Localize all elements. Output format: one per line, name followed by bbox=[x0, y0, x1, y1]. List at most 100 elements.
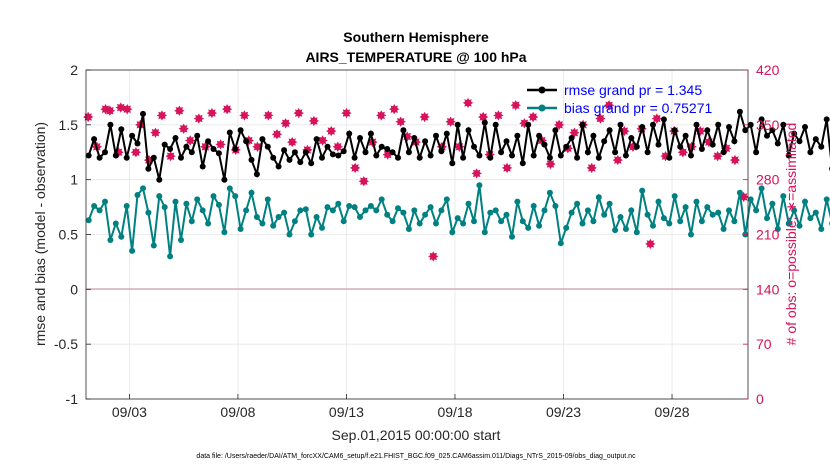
rmse-point bbox=[226, 129, 233, 136]
rmse-point bbox=[601, 138, 608, 145]
bias-point bbox=[557, 240, 564, 247]
rmse-point bbox=[644, 149, 651, 156]
rmse-point bbox=[91, 136, 98, 143]
obs-assimilated-marker bbox=[341, 107, 352, 119]
x-tick-label: 09/08 bbox=[220, 404, 255, 420]
obs-assimilated-point bbox=[130, 147, 142, 158]
obs-assimilated-point bbox=[389, 103, 400, 115]
rmse-point bbox=[753, 149, 760, 156]
obs-assimilated-marker bbox=[462, 97, 474, 109]
bias-point bbox=[351, 204, 358, 211]
obs-assimilated-point bbox=[286, 136, 298, 148]
obs-assimilated-marker bbox=[478, 111, 489, 123]
obs-assimilated-point bbox=[341, 107, 352, 119]
rmse-point bbox=[107, 121, 114, 128]
rmse-point bbox=[742, 127, 749, 134]
rmse-point bbox=[557, 152, 564, 159]
y-left-tick-label: 1 bbox=[70, 172, 78, 188]
bias-point bbox=[519, 218, 526, 225]
rmse-point bbox=[704, 127, 711, 134]
obs-assimilated-marker bbox=[286, 136, 298, 148]
obs-assimilated-marker bbox=[104, 105, 116, 116]
rmse-point bbox=[736, 108, 743, 115]
bias-point bbox=[395, 205, 401, 212]
rmse-point bbox=[118, 126, 125, 133]
obs-assimilated-marker bbox=[122, 103, 133, 115]
rmse-point bbox=[324, 143, 331, 150]
obs-assimilated-point bbox=[263, 110, 274, 121]
obs-assimilated-point bbox=[445, 116, 456, 127]
bias-point bbox=[509, 233, 515, 240]
bias-point bbox=[172, 198, 179, 205]
rmse-point bbox=[259, 136, 266, 143]
bias-point bbox=[232, 193, 239, 200]
rmse-point bbox=[270, 154, 277, 161]
y-right-tick-label: 0 bbox=[756, 391, 764, 407]
obs-assimilated-marker bbox=[712, 150, 723, 162]
bias-point bbox=[606, 200, 613, 207]
obs-assimilated-point bbox=[104, 105, 116, 116]
rmse-point bbox=[688, 152, 694, 159]
bias-point bbox=[313, 214, 320, 220]
obs-assimilated-marker bbox=[586, 162, 597, 174]
rmse-point bbox=[498, 149, 505, 156]
y-axis-left-label: rmse and bias (model - observation) bbox=[32, 122, 48, 346]
y-right-tick-label: 350 bbox=[756, 117, 780, 133]
obs-assimilated-point bbox=[612, 154, 623, 166]
bias-point bbox=[357, 214, 363, 220]
rmse-point bbox=[134, 140, 141, 147]
legend-bias-label: bias grand pr = 0.75271 bbox=[564, 100, 712, 116]
bias-point bbox=[378, 196, 385, 203]
obs-assimilated-point bbox=[595, 113, 606, 124]
obs-assimilated-marker bbox=[419, 111, 430, 123]
bias-point bbox=[118, 233, 125, 240]
obs-assimilated-point bbox=[375, 110, 387, 121]
legend-bias-marker bbox=[538, 104, 546, 112]
bias-point bbox=[373, 207, 380, 214]
rmse-point bbox=[546, 154, 553, 161]
bias-point bbox=[129, 247, 136, 254]
bias-point bbox=[194, 196, 201, 203]
rmse-point bbox=[584, 149, 591, 156]
obs-assimilated-point bbox=[206, 107, 218, 119]
y-axis-right: 0 70 140 210 280 350 420 bbox=[743, 62, 780, 407]
obs-assimilated-point bbox=[280, 118, 291, 129]
obs-assimilated-marker bbox=[389, 103, 400, 115]
rmse-point bbox=[389, 149, 396, 156]
rmse-point bbox=[650, 121, 656, 128]
bias-point bbox=[188, 218, 195, 225]
bias-point bbox=[91, 203, 98, 209]
rmse-point bbox=[595, 154, 602, 161]
bias-point bbox=[183, 200, 190, 207]
rmse-point bbox=[405, 149, 412, 156]
bias-point bbox=[308, 231, 315, 238]
rmse-point bbox=[541, 141, 548, 148]
bias-point bbox=[476, 182, 483, 189]
bias-point bbox=[726, 207, 732, 214]
obs-assimilated-marker bbox=[651, 113, 663, 124]
bias-point bbox=[633, 229, 640, 236]
bias-point bbox=[335, 200, 342, 207]
obs-assimilated-point bbox=[419, 111, 430, 123]
rmse-point bbox=[319, 154, 325, 161]
rmse-point bbox=[362, 149, 369, 156]
rmse-point bbox=[221, 176, 228, 183]
bias-point bbox=[698, 218, 705, 225]
rmse-point bbox=[373, 152, 380, 159]
rmse-point bbox=[476, 152, 483, 159]
obs-assimilated-point bbox=[115, 102, 126, 113]
obs-assimilated-marker bbox=[150, 127, 161, 138]
rmse-point bbox=[606, 127, 613, 134]
rmse-point bbox=[395, 154, 401, 161]
bias-point bbox=[823, 196, 830, 203]
obs-assimilated-marker bbox=[156, 110, 168, 121]
bias-point bbox=[487, 209, 494, 216]
bias-point bbox=[291, 218, 298, 225]
rmse-point bbox=[487, 154, 494, 161]
rmse-point bbox=[215, 150, 222, 157]
obs-assimilated-point bbox=[395, 116, 406, 127]
bias-point bbox=[552, 203, 559, 209]
bias-point bbox=[753, 207, 760, 214]
bias-point bbox=[812, 209, 819, 216]
